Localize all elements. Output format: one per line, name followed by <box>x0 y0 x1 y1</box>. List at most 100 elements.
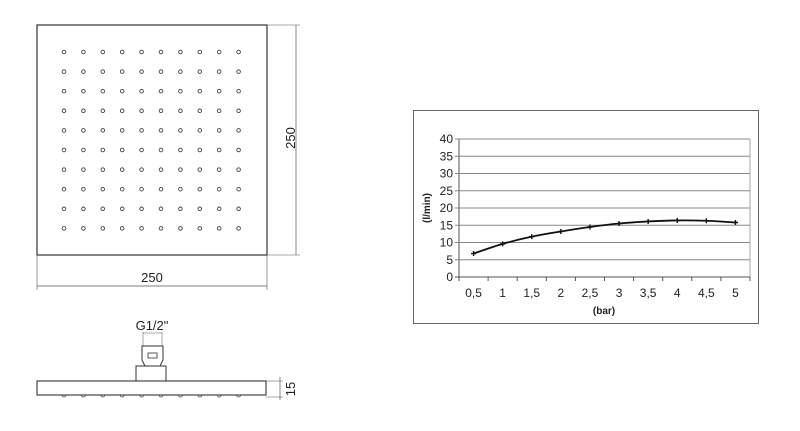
nozzle <box>100 186 106 192</box>
nozzle <box>139 108 144 114</box>
nozzle <box>139 186 144 192</box>
height-dimension-label: 250 <box>283 127 298 149</box>
x-tick-label: 2,5 <box>582 286 599 300</box>
nozzle <box>119 147 125 153</box>
shower-head-outline <box>36 24 268 256</box>
data-point <box>703 218 709 224</box>
nozzle <box>61 147 67 153</box>
width-dimension-label: 250 <box>141 270 163 285</box>
nozzle <box>178 186 183 192</box>
nozzle <box>197 206 203 212</box>
connector-nut <box>141 345 164 367</box>
nozzle <box>197 186 203 192</box>
y-tick-label: 30 <box>440 167 454 181</box>
nozzle <box>178 206 183 212</box>
nozzle <box>216 206 222 212</box>
nozzle <box>236 108 241 114</box>
side-nozzles <box>61 394 241 398</box>
nozzle <box>197 147 203 153</box>
nozzle <box>139 206 144 212</box>
nozzle <box>139 49 144 55</box>
nozzle <box>61 69 67 74</box>
nozzle <box>81 128 86 133</box>
nozzle <box>236 49 241 55</box>
y-tick-label: 35 <box>440 149 454 163</box>
nozzle <box>236 167 241 172</box>
top-view: 250 250 <box>36 24 300 290</box>
nozzle <box>197 167 203 172</box>
nozzle <box>216 69 222 74</box>
nozzle <box>81 167 86 172</box>
nozzle <box>158 49 164 55</box>
nozzle <box>119 69 125 74</box>
nozzle <box>100 128 106 133</box>
x-tick-label: 3,5 <box>640 286 657 300</box>
thickness-label: 15 <box>283 382 298 396</box>
y-tick-label: 5 <box>446 253 453 267</box>
nozzle <box>178 88 183 94</box>
nozzle <box>139 226 144 231</box>
side-nozzle <box>119 394 125 398</box>
nozzle <box>216 226 222 231</box>
side-nozzle <box>178 394 183 398</box>
side-nozzle <box>236 394 241 398</box>
nozzle <box>236 69 241 74</box>
nozzle <box>178 69 183 74</box>
nozzle <box>197 88 203 94</box>
nozzle <box>216 186 222 192</box>
flow-chart: 0 5 10 15 20 25 30 35 40 0,5 1 1,5 2 2,5 3 3,5 4 4,5 5 (l… <box>413 110 759 324</box>
nozzle <box>81 206 86 212</box>
nozzle <box>216 147 222 153</box>
nozzle <box>216 49 222 55</box>
nozzle <box>81 49 86 55</box>
x-tick-label: 0,5 <box>465 286 482 300</box>
side-view: G1/2" 15 <box>36 318 298 400</box>
nozzle <box>81 186 86 192</box>
y-tick-label: 15 <box>440 218 454 232</box>
nozzle <box>236 128 241 133</box>
nozzle <box>158 128 164 133</box>
series-line <box>473 219 736 255</box>
data-point <box>616 221 622 227</box>
nozzle <box>119 186 125 192</box>
side-nozzle <box>197 394 203 398</box>
data-point <box>558 228 564 234</box>
x-tick-label: 1 <box>499 286 506 300</box>
nozzle <box>100 88 106 94</box>
nozzle <box>139 167 144 172</box>
nozzle <box>61 226 67 231</box>
nozzle <box>178 226 183 231</box>
nozzle <box>236 226 241 231</box>
nozzle <box>216 167 222 172</box>
mount-base <box>135 365 167 382</box>
nozzle <box>158 186 164 192</box>
nozzle <box>178 167 183 172</box>
nozzle <box>139 147 144 153</box>
nozzle <box>158 167 164 172</box>
nozzle <box>158 88 164 94</box>
chart-frame <box>413 110 759 324</box>
data-point <box>732 219 738 225</box>
nozzle <box>236 147 241 153</box>
nozzle <box>178 147 183 153</box>
side-nozzle <box>158 394 164 398</box>
data-point <box>500 241 506 247</box>
nozzle <box>100 226 106 231</box>
nozzle <box>178 128 183 133</box>
nozzle <box>61 108 67 114</box>
nozzle <box>100 108 106 114</box>
x-tick-label: 1,5 <box>523 286 540 300</box>
x-tick-label: 3 <box>616 286 623 300</box>
nozzle <box>158 226 164 231</box>
nozzle <box>119 49 125 55</box>
side-nozzle <box>61 394 67 398</box>
y-tick-label: 20 <box>440 201 454 215</box>
nozzle <box>197 69 203 74</box>
nozzle <box>100 167 106 172</box>
nozzle <box>178 108 183 114</box>
x-axis-label: (bar) <box>593 306 615 317</box>
nozzle <box>61 128 67 133</box>
nozzle <box>61 206 67 212</box>
nozzle <box>216 128 222 133</box>
nozzle <box>158 69 164 74</box>
